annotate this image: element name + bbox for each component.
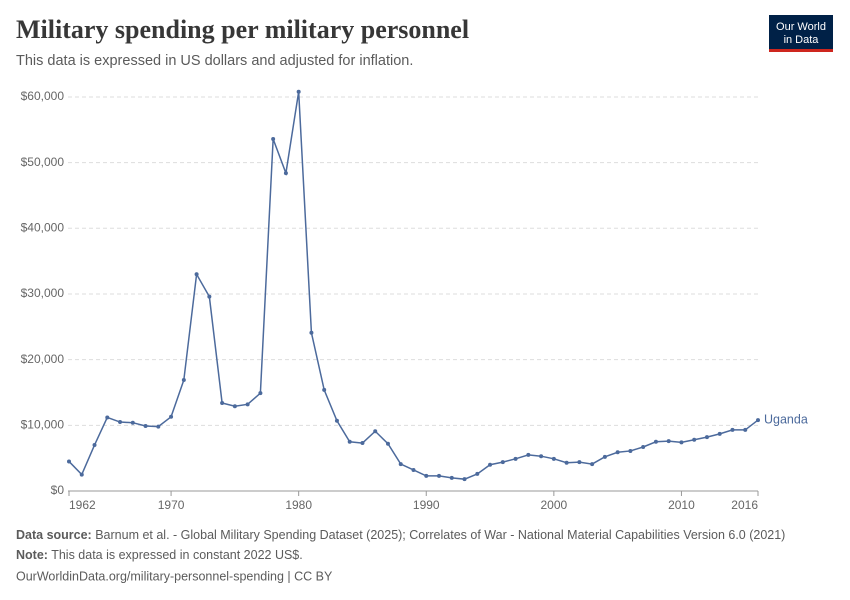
- point: [743, 427, 748, 432]
- point: [79, 472, 84, 477]
- x-tick-label: 1990: [413, 498, 440, 512]
- point: [181, 378, 186, 383]
- point: [641, 444, 646, 449]
- point: [360, 441, 365, 446]
- x-tick-label: 2000: [541, 498, 568, 512]
- point: [539, 454, 544, 459]
- point: [232, 404, 237, 409]
- point: [130, 420, 135, 425]
- point: [666, 439, 671, 444]
- point: [577, 460, 582, 465]
- point: [156, 424, 161, 429]
- point: [309, 330, 314, 335]
- y-tick-label: $30,000: [21, 286, 65, 300]
- point: [334, 418, 339, 423]
- y-tick-label: $60,000: [21, 89, 65, 103]
- logo-underline: [769, 49, 833, 52]
- x-tick-label: 1962: [69, 498, 96, 512]
- point: [602, 454, 607, 459]
- point: [526, 452, 531, 457]
- note-label: Note:: [16, 548, 48, 562]
- y-tick-label: $50,000: [21, 155, 65, 169]
- point: [679, 440, 684, 445]
- point: [385, 441, 390, 446]
- source-label: Data source:: [16, 528, 92, 542]
- point: [283, 171, 288, 176]
- source: Data source: Barnum et al. - Global Mili…: [16, 528, 785, 542]
- point: [717, 431, 722, 436]
- point: [449, 475, 454, 480]
- source-text: Barnum et al. - Global Military Spending…: [95, 528, 785, 542]
- y-tick-label: $20,000: [21, 352, 65, 366]
- point: [118, 420, 123, 425]
- point: [271, 136, 276, 141]
- point: [143, 423, 148, 428]
- y-tick-label: $40,000: [21, 220, 65, 234]
- point: [513, 456, 518, 461]
- point: [500, 460, 505, 465]
- url: OurWorldinData.org/military-personnel-sp…: [16, 569, 333, 583]
- x-tick-label: 2010: [668, 498, 695, 512]
- point: [245, 402, 250, 407]
- point: [67, 459, 71, 464]
- y-tick-label: $10,000: [21, 417, 65, 431]
- point: [475, 471, 480, 476]
- point: [437, 473, 442, 478]
- logo-text: in Data: [784, 34, 820, 46]
- chart-subtitle: This data is expressed in US dollars and…: [16, 53, 413, 69]
- point: [692, 437, 697, 442]
- point: [411, 467, 416, 472]
- point: [590, 462, 595, 467]
- x-tick-label: 1980: [285, 498, 312, 512]
- point: [105, 415, 110, 420]
- point: [488, 462, 493, 467]
- point: [347, 439, 352, 444]
- point: [207, 294, 212, 299]
- point: [92, 443, 97, 448]
- point: [258, 391, 263, 396]
- point: [628, 448, 633, 453]
- point: [551, 456, 556, 461]
- x-tick-label: 1970: [158, 498, 185, 512]
- chart-title: Military spending per military personnel: [16, 15, 469, 44]
- logo-box: [769, 15, 833, 49]
- point: [730, 427, 735, 432]
- point: [704, 435, 709, 440]
- point: [615, 450, 620, 455]
- point: [296, 89, 301, 94]
- logo-text: Our World: [776, 21, 826, 33]
- series-label: Uganda: [764, 412, 808, 426]
- x-tick-label: 2016: [731, 498, 758, 512]
- point: [462, 477, 467, 482]
- point: [653, 439, 658, 444]
- note-text: This data is expressed in constant 2022 …: [51, 548, 303, 562]
- point: [194, 272, 199, 277]
- point: [398, 462, 403, 467]
- point: [322, 387, 327, 392]
- point: [424, 473, 429, 478]
- logo[interactable]: Our World in Data: [769, 15, 833, 52]
- point: [220, 400, 225, 405]
- y-tick-label: $0: [51, 483, 65, 497]
- point: [564, 460, 569, 465]
- note: Note: This data is expressed in constant…: [16, 548, 303, 562]
- point: [373, 429, 378, 434]
- point: [756, 418, 760, 423]
- point: [169, 414, 174, 419]
- line: [68, 91, 759, 480]
